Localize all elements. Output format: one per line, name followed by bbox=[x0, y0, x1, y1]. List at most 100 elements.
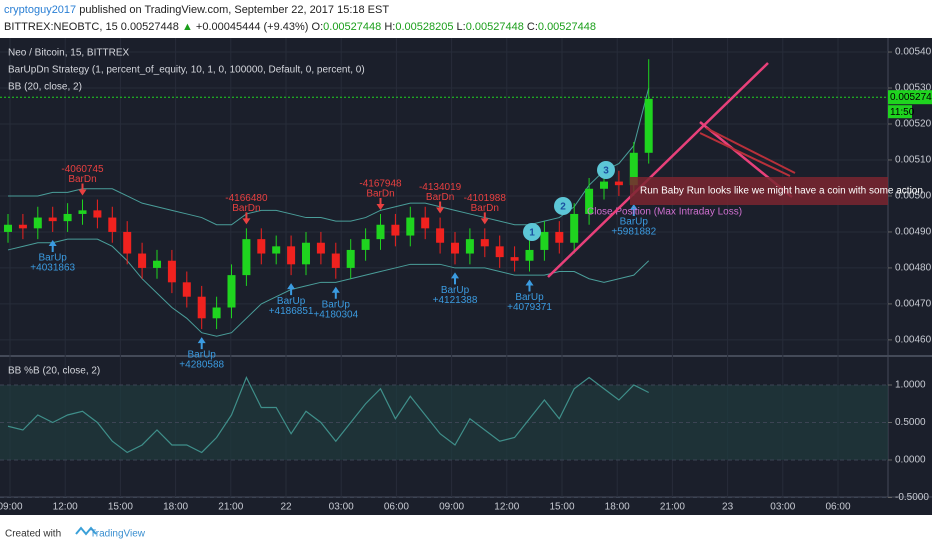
signal-arrow bbox=[331, 286, 340, 299]
y-tick-label: 0.00490 bbox=[895, 227, 932, 238]
x-tick-label: 12:00 bbox=[53, 502, 78, 513]
footer-created: Created with bbox=[5, 529, 61, 540]
x-tick-label: 21:00 bbox=[218, 502, 243, 513]
x-tick-label: 18:00 bbox=[163, 502, 188, 513]
candle-body bbox=[406, 217, 415, 236]
drawings bbox=[547, 62, 888, 278]
signal-arrow bbox=[78, 183, 87, 196]
h-label: H: bbox=[384, 21, 395, 33]
bb-band bbox=[8, 87, 650, 226]
o: 0.00527448 bbox=[323, 21, 381, 33]
bubble bbox=[597, 161, 615, 179]
signal-arrow bbox=[48, 239, 57, 252]
bubble-number: 1 bbox=[529, 228, 535, 239]
y-tick-label: 0.00530 bbox=[895, 83, 932, 94]
signal-amount: -4101988 bbox=[464, 193, 507, 204]
x-tick-label: 06:00 bbox=[825, 502, 850, 513]
change: +0.00045444 (+9.43%) bbox=[196, 21, 309, 33]
candle-body bbox=[302, 242, 310, 265]
candle-body bbox=[570, 213, 579, 243]
price-tag bbox=[888, 90, 932, 105]
y-tick-label: 0.0000 bbox=[895, 455, 926, 466]
candle-body bbox=[346, 249, 355, 268]
h: 0.00528205 bbox=[395, 21, 453, 33]
y-tick-label: 0.00500 bbox=[895, 191, 932, 202]
candle-body bbox=[33, 217, 42, 229]
signal-arrow bbox=[629, 203, 638, 216]
chart-layer: 0.00540 0.00530 0.00520 0.00510 0.00500 0.004… bbox=[0, 38, 932, 513]
candle-body bbox=[93, 210, 102, 218]
x-tick-label: 21:00 bbox=[660, 502, 685, 513]
candle-body bbox=[167, 260, 176, 283]
candle-body bbox=[138, 253, 147, 268]
signal-amount: -4134019 bbox=[419, 182, 462, 193]
signal-amount: +4180304 bbox=[313, 309, 358, 320]
signal-amount: -4166480 bbox=[225, 193, 268, 204]
bubble bbox=[523, 223, 541, 241]
bb-band bbox=[7, 238, 650, 337]
symbol: BITTREX:NEOBTC, 15 bbox=[4, 21, 118, 33]
x-tick-label: 09:00 bbox=[0, 502, 23, 513]
author[interactable]: cryptoguy2017 bbox=[4, 4, 76, 16]
signal-label: BarDn bbox=[232, 203, 260, 214]
candle-body bbox=[614, 181, 623, 186]
pane-title: Neo / Bitcoin, 15, BITTREX bbox=[8, 48, 129, 59]
candle-body bbox=[197, 296, 206, 319]
signal-arrow bbox=[242, 212, 251, 225]
signal-arrow bbox=[436, 201, 445, 214]
signal-arrow bbox=[287, 283, 296, 296]
signal-amount: +4031863 bbox=[30, 263, 75, 274]
published: published on TradingView.com, September … bbox=[79, 4, 389, 16]
y-tick-label: 0.00540 bbox=[895, 47, 932, 58]
signal-label: BarUp bbox=[620, 217, 649, 228]
x-tick-label: 22 bbox=[280, 502, 292, 513]
y-tick-label: 1.0000 bbox=[895, 380, 926, 391]
candle-body bbox=[465, 239, 474, 254]
up-arrow: ▲ bbox=[182, 21, 193, 33]
candle-body bbox=[123, 231, 132, 254]
signal-label: BarUp bbox=[39, 253, 68, 264]
candle-body bbox=[287, 246, 296, 265]
c-label: C: bbox=[527, 21, 538, 33]
last: 0.00527448 bbox=[121, 21, 179, 33]
candle-body bbox=[153, 260, 161, 268]
strategy-label: BarUpDn Strategy (1, percent_of_equity, … bbox=[8, 65, 365, 76]
arrow-line bbox=[699, 132, 791, 177]
x-tick-label: 23 bbox=[722, 502, 734, 513]
signal-arrow bbox=[197, 337, 206, 350]
countdown: 11:50 bbox=[890, 107, 915, 118]
candle-body bbox=[391, 224, 400, 236]
percent-b-line bbox=[7, 376, 649, 454]
signal-label: BarDn bbox=[471, 203, 499, 214]
pane-title: BB %B (20, close, 2) bbox=[8, 366, 100, 377]
candle-body bbox=[480, 239, 489, 247]
c: 0.00527448 bbox=[538, 21, 596, 33]
candle-body bbox=[600, 181, 608, 189]
signal-label: BarDn bbox=[366, 189, 394, 200]
l: 0.00527448 bbox=[466, 21, 524, 33]
signal-label: BarDn bbox=[68, 174, 96, 185]
logo bbox=[75, 526, 97, 536]
signal-label: BarUp bbox=[441, 285, 470, 296]
trend-line bbox=[547, 62, 769, 278]
signal-amount: +5981882 bbox=[611, 227, 656, 238]
candle-body bbox=[227, 275, 236, 308]
candle-body bbox=[644, 98, 653, 153]
candle-body bbox=[361, 239, 370, 250]
signal-arrow bbox=[525, 279, 534, 292]
x-tick-label: 18:00 bbox=[605, 502, 630, 513]
signal-amount: +4280588 bbox=[179, 360, 224, 371]
annotation: Run Baby Run looks like we might have a … bbox=[640, 186, 923, 197]
footer-brand[interactable]: TradingView bbox=[90, 529, 146, 540]
bubble bbox=[554, 197, 572, 215]
candle-body bbox=[629, 152, 638, 186]
x-tick-label: 03:00 bbox=[770, 502, 795, 513]
signal-label: BarUp bbox=[277, 296, 306, 307]
candle-body bbox=[272, 246, 281, 254]
candle-body bbox=[555, 231, 564, 243]
candle-body bbox=[510, 257, 519, 261]
signal-arrow bbox=[451, 272, 459, 285]
header-line: cryptoguy2017 published on TradingView.c… bbox=[4, 4, 389, 16]
y-tick-label: 0.5000 bbox=[895, 417, 926, 428]
signal-amount: -4060745 bbox=[61, 164, 104, 175]
